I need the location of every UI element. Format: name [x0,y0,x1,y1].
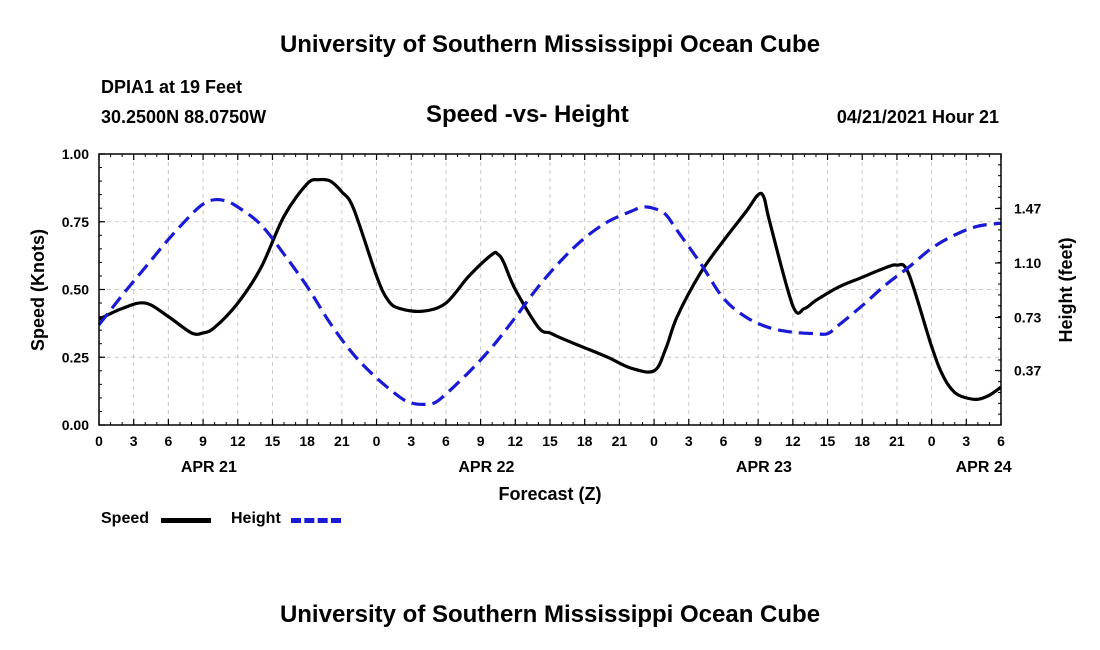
x-tick-label: 3 [962,433,970,449]
chart-subtitle: Speed -vs- Height [426,101,629,128]
x-axis-label: Forecast (Z) [498,484,601,504]
y-tick-label: 0.25 [62,349,89,365]
x-tick-label: 15 [820,433,836,449]
date-label: APR 21 [181,459,237,476]
x-tick-label: 12 [230,433,246,449]
x-tick-label: 18 [299,433,315,449]
x-tick-label: 9 [477,433,485,449]
x-tick-label: 0 [95,433,103,449]
station-label: DPIA1 at 19 Feet [101,77,243,97]
y-tick-label: 0.75 [62,214,89,230]
x-tick-label: 9 [199,433,207,449]
y2-axis-label: Height (feet) [1056,238,1076,343]
x-tick-label: 0 [650,433,658,449]
y-axis-label: Speed (Knots) [28,229,48,351]
y2-tick-label: 0.37 [1014,363,1041,379]
y-tick-label: 0.00 [62,417,89,433]
x-tick-label: 0 [373,433,381,449]
series-lines [97,177,1002,407]
x-tick-label: 15 [542,433,558,449]
x-tick-label: 21 [612,433,628,449]
x-tick-label: 6 [164,433,172,449]
y-tick-label: 1.00 [62,146,89,162]
x-tick-label: 12 [508,433,524,449]
x-tick-label: 18 [577,433,593,449]
y2-tick-label: 1.47 [1014,200,1041,216]
legend-speed-swatch [161,518,211,523]
x-tick-label: 12 [785,433,801,449]
date-label: APR 22 [458,459,514,476]
series-line-height [97,197,1002,407]
y2-tick-label: 0.73 [1014,309,1041,325]
x-tick-label: 21 [889,433,905,449]
y2-tick-label: 1.10 [1014,255,1041,271]
grid-lines [99,154,1001,425]
coordinates-label: 30.2500N 88.0750W [101,107,267,127]
legend-height-label: Height [231,510,281,527]
x-tick-label: 6 [720,433,728,449]
x-tick-label: 6 [997,433,1005,449]
legend-height-swatch [291,518,341,523]
y-tick-label: 0.50 [62,282,89,298]
legend-speed-label: Speed [101,510,150,527]
x-tick-label: 3 [407,433,415,449]
x-tick-label: 18 [854,433,870,449]
axes: 0 3 6 9 12 15 18 21 0 3 6 9 12 15 18 21 0 3 6 9 12 15 18 21 0 3 6A… [62,146,1042,476]
x-tick-label: 3 [130,433,138,449]
x-tick-label: 21 [334,433,350,449]
page-title-top: University of Southern Mississippi Ocean… [279,31,821,58]
page-title-bottom: University of Southern Mississippi Ocean… [279,601,821,628]
x-tick-label: 6 [442,433,450,449]
x-tick-label: 9 [754,433,762,449]
date-hour-label: 04/21/2021 Hour 21 [836,107,999,127]
date-label: APR 23 [736,459,792,476]
x-tick-label: 0 [928,433,936,449]
series-line-speed [98,177,1002,402]
x-tick-label: 15 [265,433,281,449]
x-tick-label: 3 [685,433,693,449]
date-label: APR 24 [956,459,1012,476]
